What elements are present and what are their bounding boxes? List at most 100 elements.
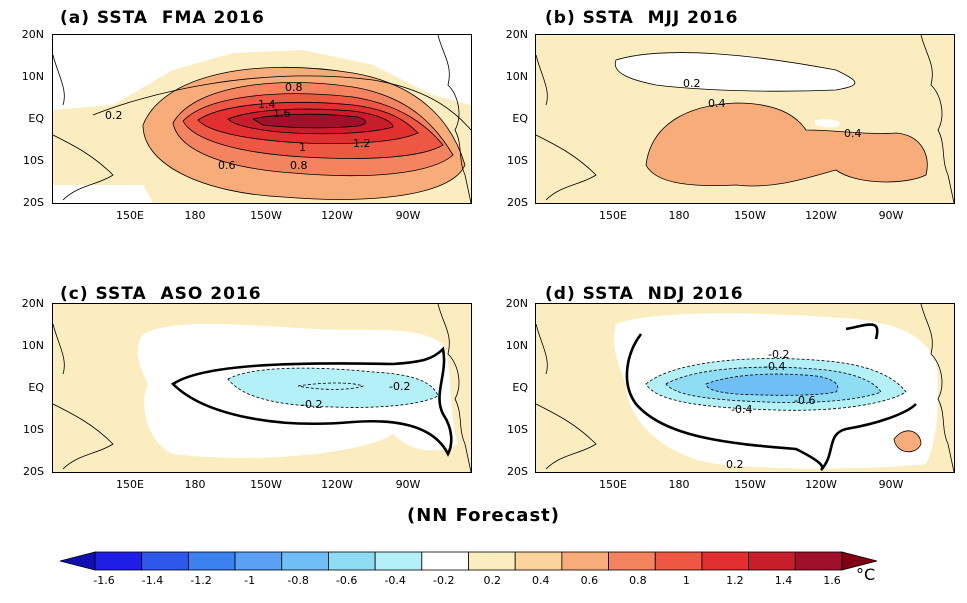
x-tick: 90W	[878, 209, 904, 222]
y-tick: 10N	[505, 70, 528, 83]
colorbar-tick-label: -0.8	[287, 574, 309, 587]
contour-label-d-1: -0.2	[768, 348, 789, 361]
x-tick: 120W	[321, 478, 353, 491]
contour-label-b-1: 0.2	[683, 77, 701, 90]
contour-label-a-4: 1.6	[273, 107, 291, 120]
panel-b-title: (b) SSTA MJJ 2016	[545, 8, 739, 28]
contour-label-a-2: 0.8	[285, 81, 303, 94]
panel-b-map: 0.2 0.4 0.4	[535, 34, 955, 204]
contour-label-c-2: -0.2	[301, 398, 322, 411]
colorbar-tick-label: 1.6	[823, 574, 841, 587]
x-tick: 150E	[116, 209, 144, 222]
y-tick: EQ	[512, 112, 528, 125]
colorbar-tick-label: 1.4	[774, 574, 793, 587]
colorbar-right-arrow	[841, 551, 878, 571]
x-tick: 90W	[878, 478, 904, 491]
contour-label-d-5: 0.2	[726, 458, 744, 471]
contour-label-a-8: 0.8	[290, 159, 308, 172]
y-tick: EQ	[28, 381, 44, 394]
y-tick: 20N	[21, 28, 44, 41]
colorbar-cell	[608, 551, 656, 571]
contour-label-a-7: 0.6	[218, 159, 236, 172]
colorbar-cell	[94, 551, 143, 571]
x-tick: 180	[184, 209, 206, 222]
colorbar-tick-label: -0.6	[335, 574, 358, 587]
colorbar-tick-label: 0.6	[580, 574, 599, 587]
contour-label-b-3: 0.4	[844, 127, 862, 140]
colorbar-cell	[514, 551, 563, 571]
x-tick: 90W	[395, 209, 421, 222]
colorbar-cell	[234, 551, 283, 571]
x-tick: 120W	[805, 478, 837, 491]
y-tick: 10N	[21, 339, 44, 352]
y-tick: 10S	[23, 423, 44, 436]
forecast-subtitle: (NN Forecast)	[406, 505, 560, 526]
colorbar-cell	[374, 551, 423, 571]
contour-label-a-1: 0.2	[105, 109, 123, 122]
y-tick: 20N	[505, 28, 528, 41]
colorbar-cell	[794, 551, 843, 571]
colorbar-tick-label: 0.2	[483, 574, 502, 587]
x-tick: 120W	[321, 209, 353, 222]
y-tick: 20N	[505, 297, 528, 310]
colorbar-unit: °C	[856, 565, 876, 584]
colorbar-tick-label: -1	[244, 574, 256, 587]
x-tick: 150E	[599, 209, 627, 222]
panel-d-title: (d) SSTA NDJ 2016	[545, 284, 744, 304]
colorbar-cell	[187, 551, 236, 571]
x-tick: 180	[668, 478, 690, 491]
y-tick: EQ	[512, 381, 528, 394]
colorbar-cell	[328, 551, 376, 571]
x-tick: 150E	[116, 478, 144, 491]
x-tick: 90W	[395, 478, 421, 491]
colorbar-tick-label: 1	[682, 574, 690, 587]
colorbar-tick-label: 0.4	[532, 574, 550, 587]
y-tick: 10S	[507, 423, 528, 436]
x-tick: 150W	[734, 209, 766, 222]
colorbar-cell	[468, 551, 516, 571]
contour-label-a-6: 1.2	[353, 137, 371, 150]
panel-d-map: -0.2 -0.4 -0.4 -0.6 0.2	[535, 303, 955, 473]
y-tick: EQ	[28, 112, 44, 125]
colorbar-left-arrow	[59, 551, 96, 571]
colorbar-cell	[654, 551, 703, 571]
y-tick: 10N	[21, 70, 44, 83]
colorbar-tick-label: -1.4	[141, 574, 164, 587]
panel-c-title: (c) SSTA ASO 2016	[60, 284, 262, 304]
x-tick: 180	[668, 209, 690, 222]
panel-c-map: -0.2 -0.2	[52, 303, 472, 473]
panel-a-map: 0.2 0.8 1.4 1.6 1 1.2 0.6 0.8	[52, 34, 472, 204]
y-tick: 10N	[505, 339, 528, 352]
colorbar-tick-label: 1.2	[726, 574, 744, 587]
y-tick: 20S	[23, 196, 44, 209]
y-tick: 10S	[23, 154, 44, 167]
colorbar-tick-label: -1.6	[93, 574, 115, 587]
x-tick: 120W	[805, 209, 837, 222]
x-tick: 150E	[599, 478, 627, 491]
y-tick: 20S	[507, 196, 528, 209]
panel-a-title: (a) SSTA FMA 2016	[60, 8, 265, 28]
y-tick: 10S	[507, 154, 528, 167]
colorbar-cell	[421, 551, 469, 571]
colorbar-cell	[748, 551, 796, 571]
colorbar-cell	[561, 551, 609, 571]
x-tick: 150W	[250, 209, 282, 222]
x-tick: 180	[184, 478, 206, 491]
colorbar-cell	[281, 551, 329, 571]
contour-label-d-3: -0.4	[731, 403, 752, 416]
colorbar-tick-label: 0.8	[629, 574, 647, 587]
colorbar-tick-label: -0.2	[432, 574, 455, 587]
y-tick: 20S	[507, 465, 528, 478]
x-tick: 150W	[250, 478, 282, 491]
colorbar-tick-label: -0.4	[384, 574, 406, 587]
y-tick: 20S	[23, 465, 44, 478]
contour-label-d-2: -0.4	[764, 360, 785, 373]
contour-label-a-3: 1.4	[258, 98, 276, 111]
contour-label-c-1: -0.2	[389, 380, 410, 393]
colorbar-cell	[701, 551, 750, 571]
x-tick: 150W	[734, 478, 766, 491]
contour-label-b-2: 0.4	[708, 97, 726, 110]
y-tick: 20N	[21, 297, 44, 310]
contour-label-a-5: 1	[299, 141, 306, 154]
